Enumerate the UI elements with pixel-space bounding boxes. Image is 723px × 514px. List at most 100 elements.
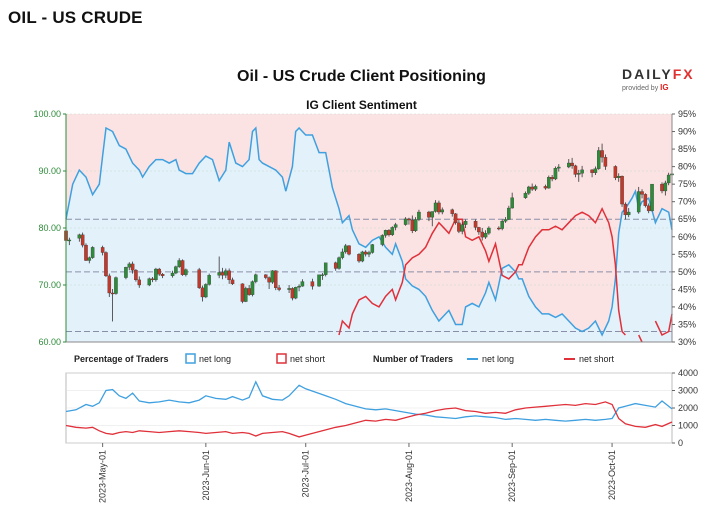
candle-body <box>124 267 128 278</box>
candle-body <box>267 277 271 283</box>
candle-body <box>510 197 514 209</box>
net-short-percentage-line <box>638 334 643 343</box>
candle-body <box>177 260 181 267</box>
candle-body <box>577 173 581 175</box>
candle-body <box>360 251 365 262</box>
candle-body <box>347 245 351 255</box>
right-axis-tick-label: 30% <box>678 337 696 347</box>
candle-body <box>523 193 528 198</box>
x-axis-tick-label: 2023-Aug-01 <box>404 450 414 502</box>
candle-body <box>160 274 165 277</box>
left-axis-tick-label: 80.00 <box>38 223 61 233</box>
candle-body <box>410 219 415 232</box>
candle-body <box>174 266 178 274</box>
candle-body <box>593 168 598 173</box>
candle-body <box>440 209 445 213</box>
candle-body <box>487 227 491 234</box>
candle-body <box>244 288 248 302</box>
candle-body <box>170 272 175 277</box>
candle-body <box>157 268 161 275</box>
candle-body <box>254 274 258 282</box>
left-axis-tick-label: 100.00 <box>33 109 61 119</box>
candle-body <box>147 278 151 286</box>
x-axis-tick-label: 2023-Oct-01 <box>607 450 617 500</box>
candle-body <box>197 269 201 288</box>
candle-body <box>357 254 361 262</box>
candle-body <box>590 169 594 173</box>
candle-body <box>580 169 584 174</box>
candle-body <box>646 205 651 212</box>
candle-body <box>390 227 395 235</box>
candle-body <box>477 227 481 233</box>
right-axis-tick-label: 35% <box>678 319 696 329</box>
left-axis-tick-label: 60.00 <box>38 337 61 347</box>
candle-body <box>407 218 411 221</box>
right-axis-tick-label: 80% <box>678 162 696 172</box>
candle-body <box>663 182 668 192</box>
right-axis-tick-label: 95% <box>678 109 696 119</box>
candle-body <box>497 227 501 230</box>
candle-body <box>650 183 654 212</box>
candle-body <box>297 285 301 288</box>
candle-body <box>367 252 371 255</box>
candle-body <box>340 251 345 258</box>
candle-body <box>270 270 275 283</box>
logo-tagline-brand: IG <box>660 83 669 92</box>
candle-body <box>150 278 155 281</box>
right-axis-tick-label: 75% <box>678 179 696 189</box>
candle-body <box>84 244 88 261</box>
chart-title: Oil - US Crude Client Positioning <box>237 68 486 85</box>
candle-body <box>483 232 488 238</box>
candle-body <box>110 292 115 295</box>
x-axis-tick-label: 2023-Jul-01 <box>301 450 311 498</box>
candle-body <box>553 167 558 180</box>
dailyfx-logo: DAILYFX provided by IG <box>622 66 714 96</box>
net-short-percentage-line <box>338 206 626 336</box>
legend-label-net-short-count: net short <box>579 354 615 364</box>
chart-subtitle: IG Client Sentiment <box>306 98 417 112</box>
candle-body <box>543 186 548 189</box>
candle-body <box>300 281 305 287</box>
count-axis-tick-label: 3000 <box>678 386 698 396</box>
candle-body <box>660 183 664 192</box>
candle-body <box>557 166 561 169</box>
candle-body <box>383 230 388 236</box>
candle-body <box>570 162 574 167</box>
candle-body <box>90 247 95 258</box>
candle-body <box>427 211 431 218</box>
right-axis-tick-label: 60% <box>678 232 696 242</box>
candle-body <box>613 166 618 178</box>
candle-body <box>473 221 478 228</box>
candle-body <box>503 219 508 222</box>
logo-main-text: DAILY <box>622 66 673 82</box>
candle-body <box>616 175 621 178</box>
candle-body <box>184 269 188 275</box>
legend-label-net-long: net long <box>199 354 231 364</box>
candle-body <box>274 270 278 289</box>
candle-body <box>293 287 298 299</box>
candle-body <box>250 281 255 295</box>
candle-body <box>227 270 231 281</box>
candle-body <box>603 157 608 167</box>
candle-body <box>240 283 245 302</box>
candle-body <box>430 211 435 218</box>
candle-body <box>200 287 205 298</box>
candle-body <box>290 288 295 299</box>
candle-body <box>463 221 468 225</box>
candle-body <box>636 191 641 213</box>
candle-body <box>87 257 92 261</box>
candle-body <box>437 202 441 213</box>
candle-body <box>127 263 132 268</box>
candle-body <box>480 231 484 238</box>
right-axis-tick-label: 90% <box>678 127 696 137</box>
candle-body <box>417 211 421 220</box>
page-heading: OIL - US CRUDE <box>8 8 143 27</box>
x-axis-tick-label: 2023-Sep-01 <box>507 450 517 502</box>
candle-body <box>320 274 325 276</box>
candle-body <box>230 279 235 285</box>
candle-body <box>363 251 368 255</box>
candle-body <box>77 234 82 239</box>
candle-body <box>333 262 338 269</box>
candle-body <box>507 207 511 220</box>
net-long-area <box>66 128 672 342</box>
